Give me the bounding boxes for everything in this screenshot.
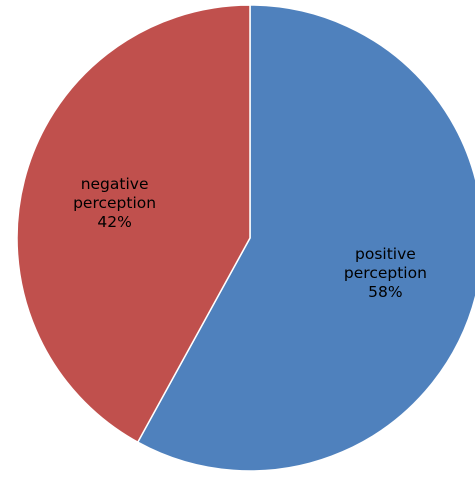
pie-slice-negative-perception (16, 4, 251, 444)
slice-label-line: perception (73, 194, 156, 212)
slice-label-line: negative (81, 175, 149, 193)
slice-label-line: 58% (368, 283, 402, 301)
slice-label-negative-perception: negative perception 42% (73, 175, 156, 231)
slice-label-line: positive (355, 245, 416, 263)
slice-label-positive-perception: positive perception 58% (344, 245, 427, 301)
slice-label-line: perception (344, 264, 427, 282)
pie-slice-positive-perception (136, 4, 475, 472)
slice-label-line: 42% (97, 213, 131, 231)
